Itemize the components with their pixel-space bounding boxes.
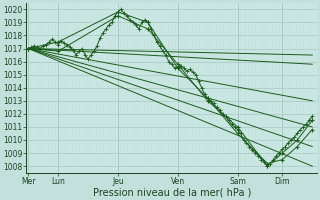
- X-axis label: Pression niveau de la mer( hPa ): Pression niveau de la mer( hPa ): [92, 187, 251, 197]
